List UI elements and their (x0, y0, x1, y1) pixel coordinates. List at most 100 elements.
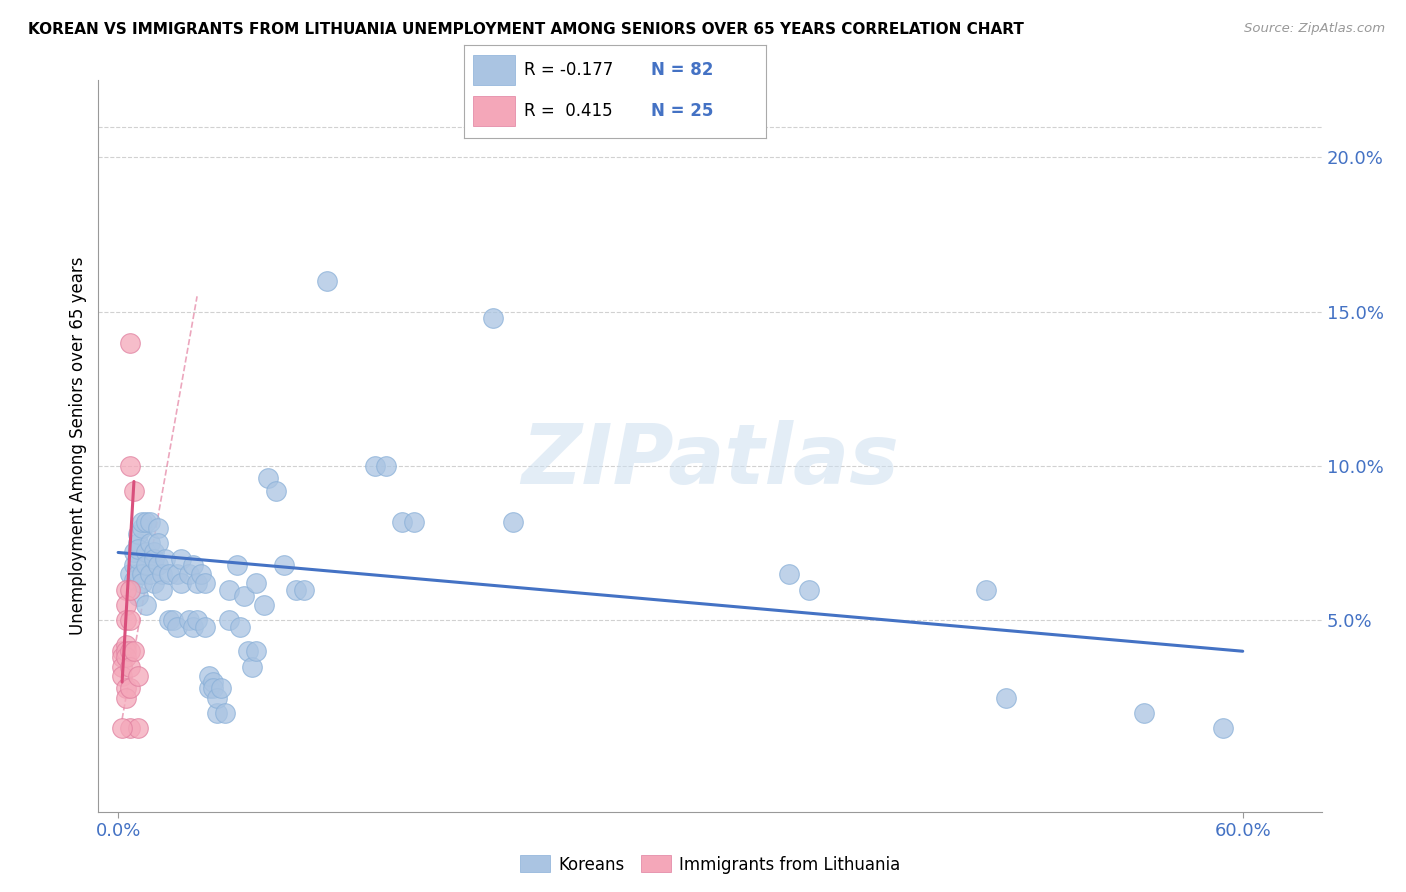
Point (131, 515, 153, 529)
Point (118, 644, 141, 658)
Point (273, 558, 295, 572)
Point (150, 567, 173, 582)
Point (118, 722, 141, 736)
Point (198, 681, 221, 696)
Point (138, 536, 160, 550)
Point (127, 536, 149, 550)
Point (186, 576, 208, 591)
Point (225, 558, 247, 572)
Point (131, 576, 153, 591)
Point (181, 619, 204, 633)
Point (135, 545, 157, 559)
Point (127, 567, 149, 582)
Point (375, 458, 398, 473)
Point (118, 458, 141, 473)
Point (170, 551, 193, 566)
Point (778, 567, 800, 582)
Text: N = 82: N = 82 (651, 61, 714, 78)
Point (111, 650, 134, 665)
Point (181, 558, 204, 572)
Point (186, 613, 208, 627)
Point (194, 576, 217, 591)
Point (170, 576, 193, 591)
Point (111, 722, 134, 736)
Point (115, 638, 138, 652)
Point (238, 644, 260, 658)
Point (131, 521, 153, 535)
Point (162, 613, 184, 627)
Text: Source: ZipAtlas.com: Source: ZipAtlas.com (1244, 22, 1385, 36)
Point (142, 576, 165, 591)
Point (118, 613, 141, 627)
Point (284, 582, 307, 597)
Point (135, 558, 157, 572)
Point (138, 515, 160, 529)
Y-axis label: Unemployment Among Seniors over 65 years: Unemployment Among Seniors over 65 years (69, 257, 87, 635)
Point (155, 551, 177, 566)
Legend: Koreans, Immigrants from Lithuania: Koreans, Immigrants from Lithuania (513, 848, 907, 880)
Point (233, 589, 256, 603)
Point (115, 650, 138, 665)
Point (135, 598, 157, 612)
Point (127, 527, 149, 541)
Point (159, 567, 181, 582)
Point (201, 681, 224, 696)
Point (111, 669, 134, 683)
Point (135, 515, 157, 529)
Point (214, 706, 236, 720)
Point (316, 274, 339, 288)
Point (229, 619, 252, 633)
Point (118, 681, 141, 696)
Point (111, 644, 134, 658)
Point (363, 458, 385, 473)
Point (122, 483, 145, 498)
Text: R =  0.415: R = 0.415 (524, 102, 613, 120)
Point (264, 483, 287, 498)
Point (205, 706, 228, 720)
Point (245, 644, 267, 658)
Point (115, 598, 138, 612)
Point (115, 690, 138, 705)
Point (404, 515, 426, 529)
Point (131, 567, 153, 582)
Point (115, 582, 138, 597)
Point (118, 582, 141, 597)
Point (218, 582, 240, 597)
Point (115, 681, 138, 696)
Point (253, 598, 276, 612)
Point (166, 619, 188, 633)
Point (257, 471, 280, 485)
Point (190, 567, 212, 582)
Point (292, 582, 315, 597)
Point (201, 675, 224, 690)
Point (159, 613, 181, 627)
Point (118, 659, 141, 673)
Point (994, 690, 1017, 705)
Point (115, 644, 138, 658)
Point (179, 567, 201, 582)
Point (245, 576, 267, 591)
Bar (472, 96, 516, 126)
Text: KOREAN VS IMMIGRANTS FROM LITHUANIA UNEMPLOYMENT AMONG SENIORS OVER 65 YEARS COR: KOREAN VS IMMIGRANTS FROM LITHUANIA UNEM… (28, 22, 1024, 37)
Point (122, 574, 145, 588)
Point (118, 335, 141, 350)
Point (127, 542, 149, 557)
Bar (472, 55, 516, 85)
Point (118, 567, 141, 582)
Point (1212, 722, 1234, 736)
Point (115, 613, 138, 627)
Point (127, 589, 149, 603)
Point (127, 551, 149, 566)
Point (146, 521, 169, 535)
Point (111, 659, 134, 673)
Point (166, 567, 188, 582)
Point (146, 536, 169, 550)
Point (482, 310, 505, 325)
Point (122, 644, 145, 658)
Point (150, 582, 173, 597)
Point (122, 545, 145, 559)
Point (146, 558, 169, 572)
Point (209, 681, 232, 696)
Point (1133, 706, 1156, 720)
Point (194, 619, 217, 633)
